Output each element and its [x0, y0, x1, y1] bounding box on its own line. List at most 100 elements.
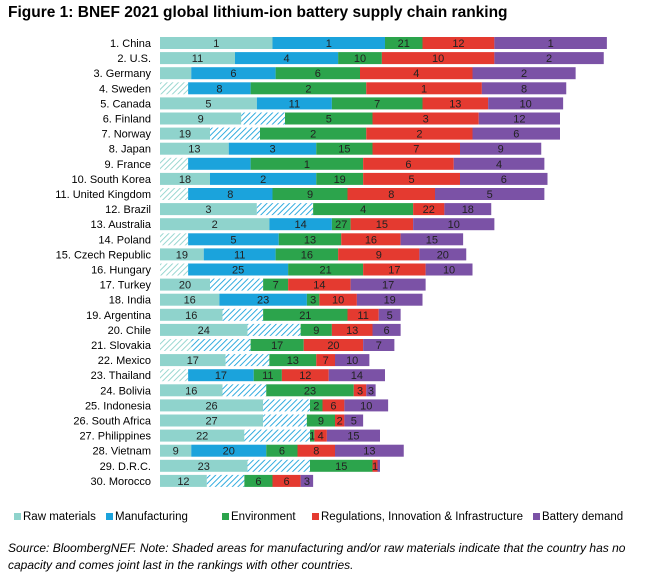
bar-segment-regulations — [372, 459, 378, 472]
row-label: 18. India — [109, 295, 152, 307]
bar-segment-raw-materials — [160, 263, 189, 276]
row-label: 16. Hungary — [91, 265, 151, 277]
bar-segment-regulations — [331, 323, 373, 336]
data-label: 6 — [513, 129, 519, 141]
bar-segment-regulations — [372, 142, 460, 155]
row-label: 17. Turkey — [100, 280, 152, 292]
bar-segment-raw-materials — [160, 369, 189, 382]
row-label: 30. Morocco — [90, 476, 151, 488]
data-label: 8 — [313, 446, 319, 458]
bar-segment-battery-demand — [425, 263, 473, 276]
data-label: 13 — [287, 355, 299, 367]
bar-segment-raw-materials — [160, 218, 270, 231]
bar-segment-manufacturing — [222, 308, 264, 321]
bar-segment-raw-materials — [160, 293, 220, 306]
bar-segment-environment — [253, 369, 282, 382]
data-label: 3 — [269, 144, 275, 156]
data-label: 5 — [326, 114, 332, 126]
data-label: 9 — [307, 189, 313, 201]
bar-segment-raw-materials — [160, 323, 248, 336]
data-label: 1 — [326, 38, 332, 50]
bar-segment-environment — [310, 399, 323, 412]
bar-segment-battery-demand — [419, 248, 467, 261]
row-label: 25. Indonesia — [85, 400, 152, 412]
data-label: 27 — [205, 416, 217, 428]
data-label: 5 — [387, 310, 393, 322]
bar-segment-raw-materials — [160, 203, 257, 216]
bar-segment-manufacturing — [269, 218, 332, 231]
data-label: 7 — [323, 355, 329, 367]
bar-segment-environment — [269, 354, 317, 367]
data-label: 9 — [318, 416, 324, 428]
bar-segment-environment — [266, 444, 298, 457]
row-label: 27. Philippines — [79, 431, 151, 443]
data-label: 6 — [284, 476, 290, 488]
data-label: 19 — [176, 249, 188, 261]
legend-label-battery-demand: Battery demand — [542, 511, 623, 523]
data-label: 2 — [305, 83, 311, 95]
data-label: 4 — [413, 68, 419, 80]
bar-segment-manufacturing — [210, 172, 317, 185]
bar-segment-environment — [260, 127, 367, 140]
bar-segment-environment — [310, 459, 373, 472]
data-label: 4 — [360, 204, 366, 216]
row-label: 9. France — [105, 159, 151, 171]
data-label: 6 — [315, 68, 321, 80]
bar-segment-environment — [250, 82, 367, 95]
data-label: 9 — [498, 144, 504, 156]
row-label: 20. Chile — [108, 325, 151, 337]
bar-segment-battery-demand — [335, 444, 404, 457]
bar-segment-manufacturing — [191, 67, 276, 80]
bar-segment-raw-materials — [160, 127, 210, 140]
bar-segment-manufacturing — [210, 278, 264, 291]
bar-segment-battery-demand — [377, 459, 380, 472]
bar-segment-regulations — [363, 157, 454, 170]
bar-segment-manufacturing — [228, 142, 317, 155]
data-label: 17 — [271, 340, 283, 352]
bar-segment-regulations — [303, 339, 364, 351]
bar-segment-environment — [316, 142, 373, 155]
data-label: 19 — [334, 174, 346, 186]
data-label: 6 — [279, 446, 285, 458]
bar-segment-battery-demand — [460, 142, 542, 155]
data-label: 16 — [301, 249, 313, 261]
data-label: 13 — [346, 325, 358, 337]
bar-segment-regulations — [314, 429, 327, 442]
row-label: 8. Japan — [109, 144, 151, 156]
data-label: 9 — [313, 325, 319, 337]
legend-swatch-environment — [222, 513, 229, 520]
bar-segment-regulations — [316, 354, 335, 367]
bar-segment-manufacturing — [235, 52, 339, 65]
bar-segment-environment — [306, 293, 320, 306]
bar-segment-environment — [331, 97, 423, 110]
data-label: 17 — [215, 370, 227, 382]
data-label: 12 — [299, 370, 311, 382]
bar-segment-raw-materials — [160, 142, 229, 155]
bar-segment-raw-materials — [160, 67, 192, 80]
data-label: 1 — [548, 38, 554, 50]
data-label: 16 — [365, 234, 377, 246]
bar-segment-manufacturing — [244, 429, 310, 442]
bar-segment-regulations — [350, 218, 414, 231]
data-label: 20 — [223, 446, 235, 458]
data-label: 17 — [382, 280, 394, 292]
bar-segment-raw-materials — [160, 278, 210, 291]
data-label: 17 — [187, 355, 199, 367]
bar-segment-environment — [306, 414, 335, 427]
bar-segment-environment — [385, 37, 423, 49]
data-label: 22 — [196, 431, 208, 443]
bar-segment-regulations — [297, 444, 335, 457]
bar-segment-manufacturing — [188, 82, 251, 95]
data-label: 4 — [284, 53, 290, 65]
bar-segment-raw-materials — [160, 188, 189, 200]
bar-segment-battery-demand — [344, 399, 389, 412]
data-label: 18 — [462, 204, 474, 216]
data-label: 12 — [513, 114, 525, 126]
data-label: 17 — [388, 265, 400, 277]
legend-swatch-regulations — [312, 513, 319, 520]
bar-segment-manufacturing — [191, 339, 251, 351]
data-label: 5 — [409, 174, 415, 186]
data-label: 3 — [310, 295, 316, 307]
bar-segment-battery-demand — [300, 474, 314, 487]
row-label: 6. Finland — [103, 114, 151, 126]
